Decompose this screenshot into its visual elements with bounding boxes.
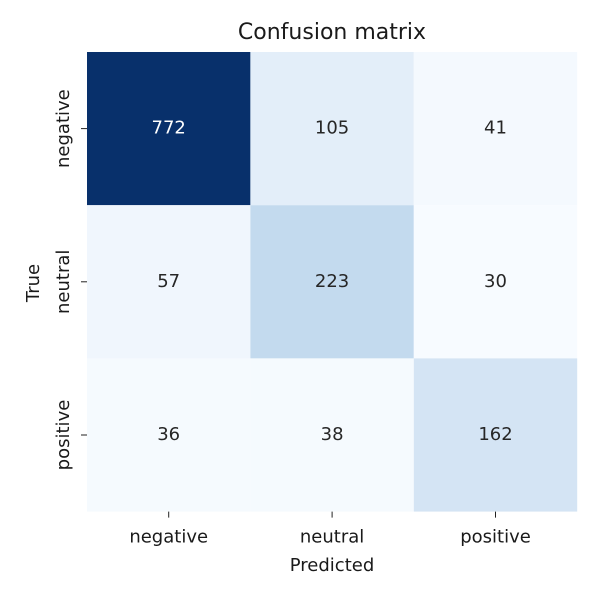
x-tick-label-positive: positive [460, 527, 531, 548]
cell-value-1-2: 30 [484, 271, 507, 292]
x-axis-label: Predicted [290, 555, 375, 576]
heatmap-cell-0-2 [413, 52, 578, 206]
heatmap-cell-1-0 [87, 205, 251, 359]
x-tick-label-neutral: neutral [300, 527, 364, 548]
heatmap-cell-0-1 [250, 52, 414, 206]
x-tick-label-negative: negative [129, 527, 208, 548]
cell-value-0-2: 41 [484, 118, 507, 139]
heatmap-cells [87, 52, 578, 512]
cell-value-2-1: 38 [321, 424, 344, 445]
y-axis-label: True [23, 264, 44, 303]
heatmap-cell-2-2 [413, 358, 578, 512]
cell-value-0-1: 105 [315, 118, 349, 139]
x-axis-ticks: negative neutral positive [129, 511, 531, 548]
y-axis-ticks: negative neutral positive [53, 89, 87, 470]
heatmap-cell-1-2 [413, 205, 578, 359]
chart-title: Confusion matrix [238, 20, 426, 45]
y-tick-label-negative: negative [53, 89, 74, 168]
cell-value-2-2: 162 [478, 424, 512, 445]
y-tick-label-positive: positive [53, 400, 74, 471]
cell-value-1-0: 57 [157, 271, 180, 292]
cell-value-2-0: 36 [157, 424, 180, 445]
cell-value-0-0: 772 [152, 118, 186, 139]
heatmap-cell-1-1 [250, 205, 414, 359]
heatmap-cell-0-0 [87, 52, 251, 206]
heatmap-cell-2-1 [250, 358, 414, 512]
cell-labels: 772 105 41 57 223 30 36 38 162 [152, 118, 513, 445]
heatmap-cell-2-0 [87, 358, 251, 512]
cell-value-1-1: 223 [315, 271, 349, 292]
y-tick-label-neutral: neutral [53, 250, 74, 314]
